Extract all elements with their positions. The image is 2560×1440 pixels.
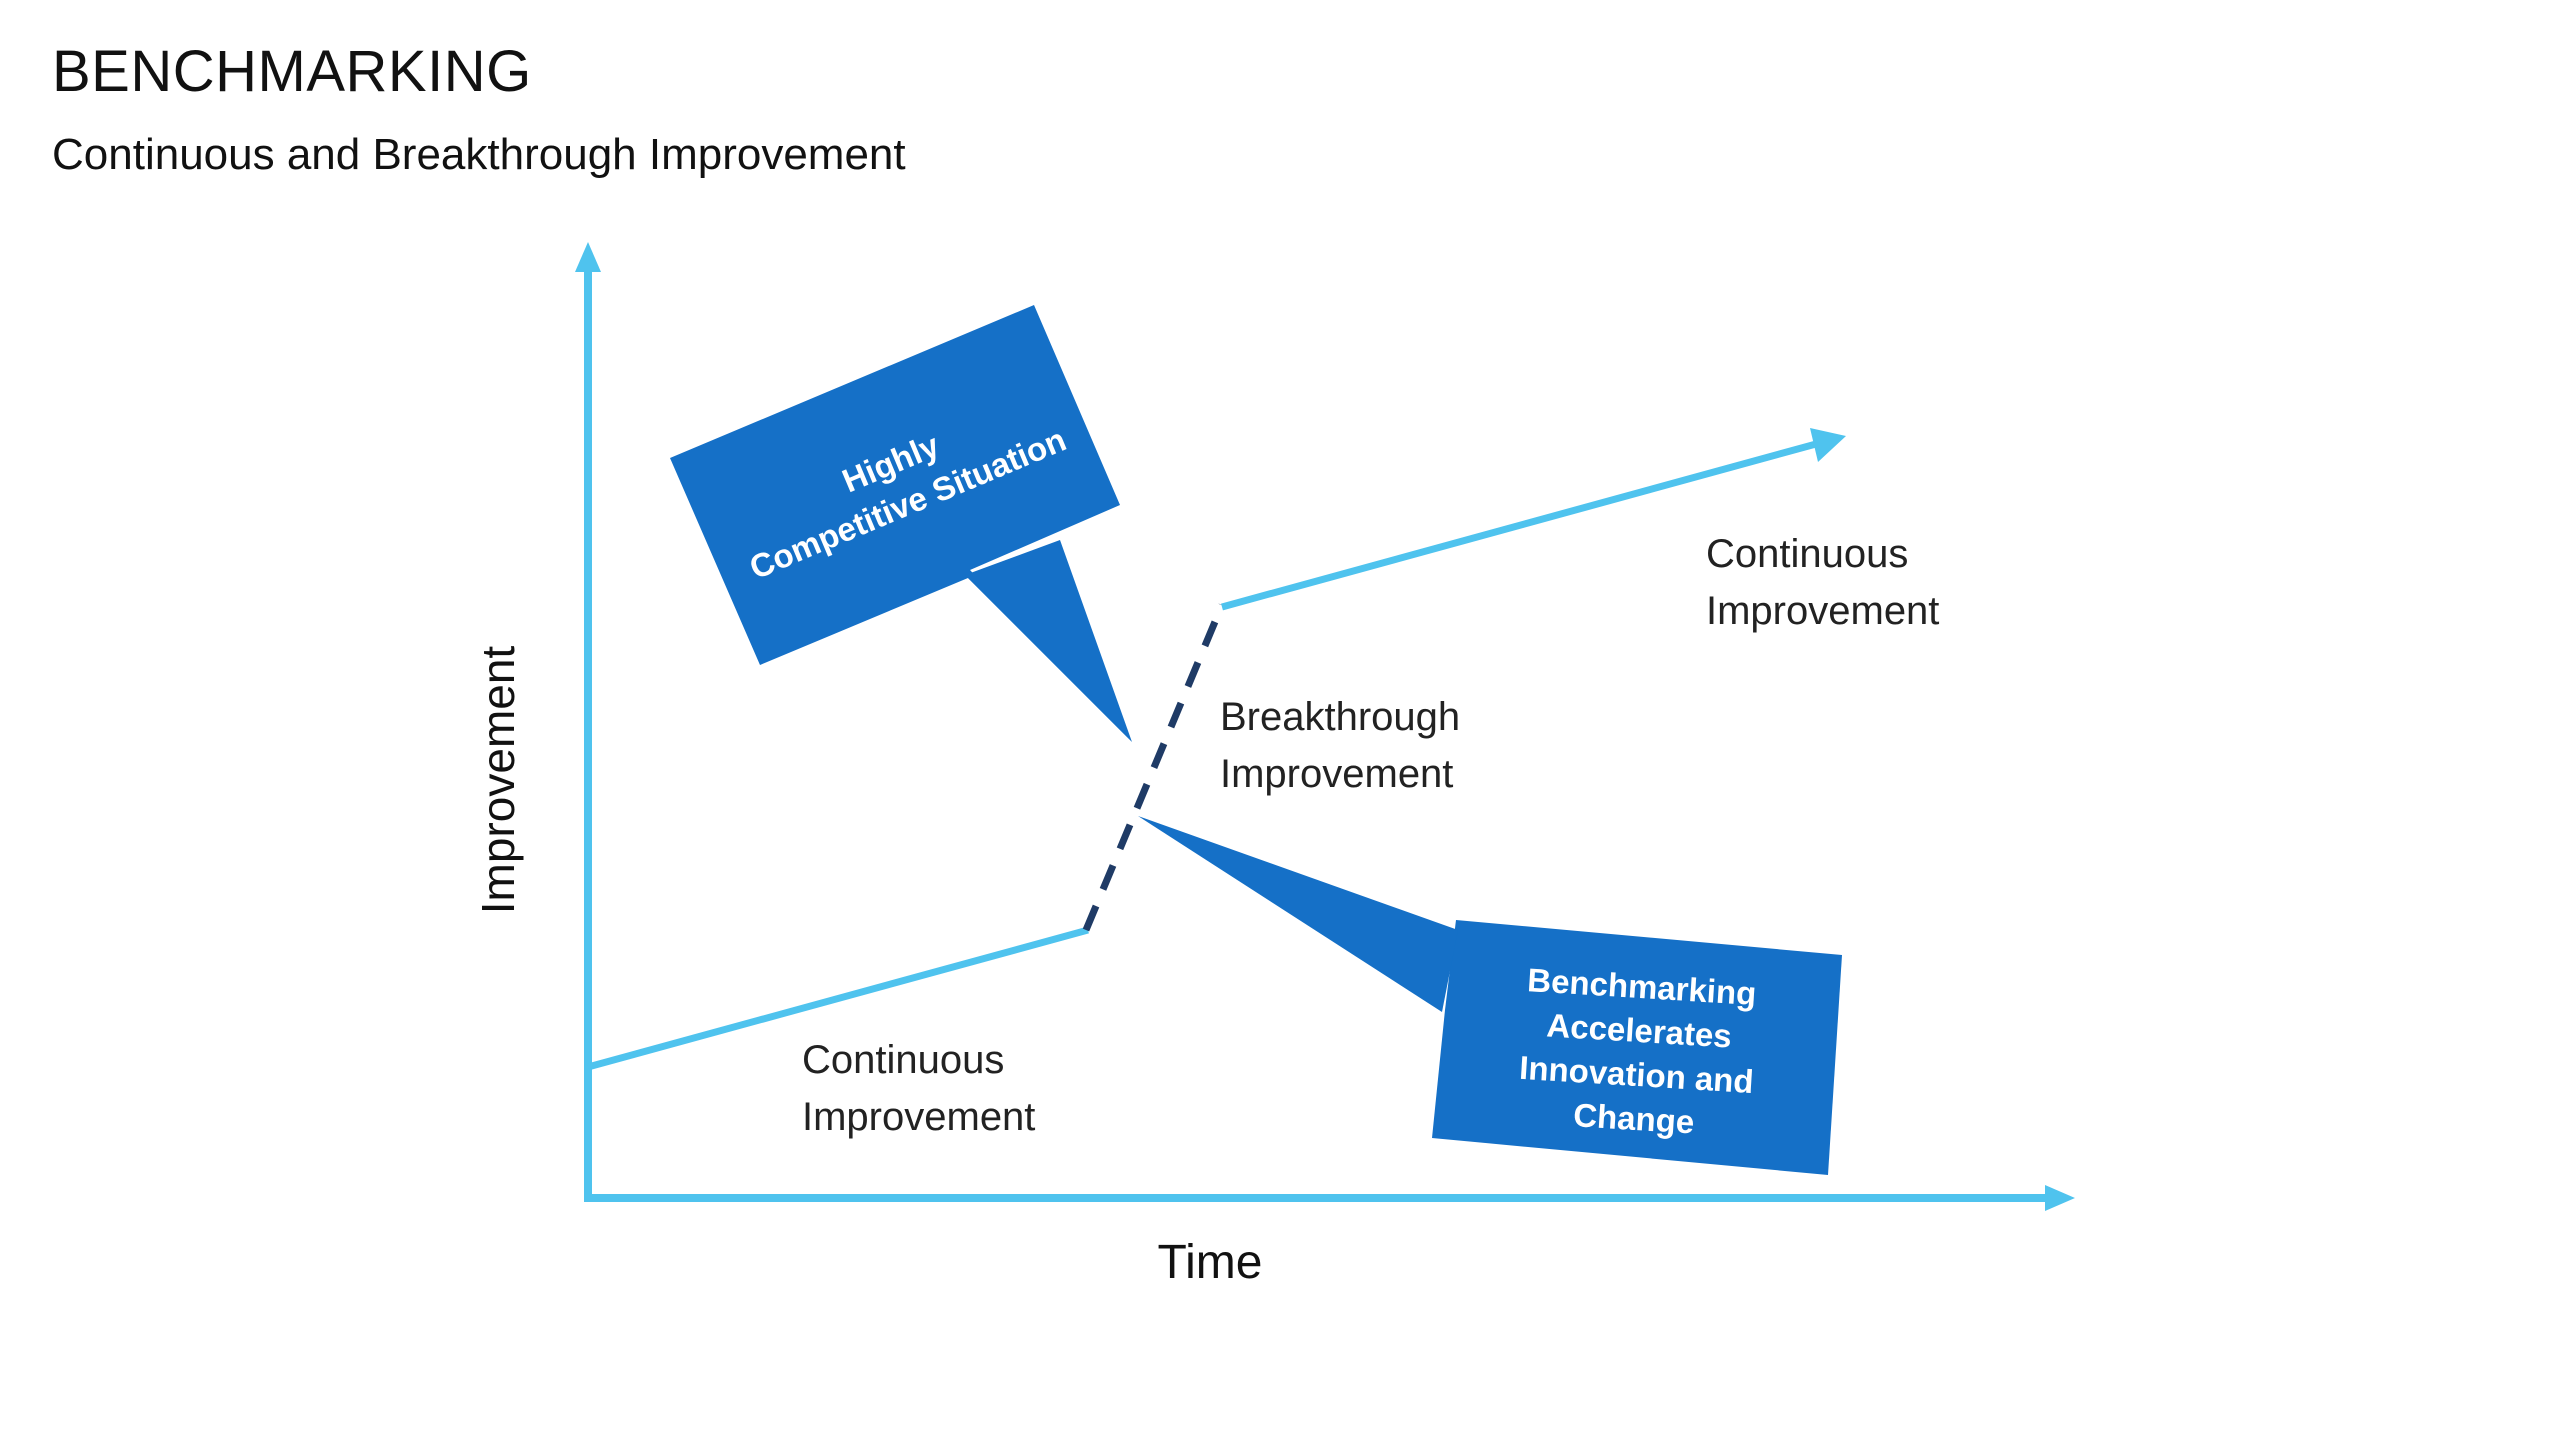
continuous-segment-lower (587, 926, 1089, 1071)
y-axis-arrowhead-icon (575, 242, 601, 272)
callout-benchmarking: Benchmarking Accelerates Innovation and … (1138, 816, 1842, 1175)
callout-competitive: Highly Competitive Situation (670, 305, 1132, 742)
continuous-segment-upper (1221, 440, 1817, 611)
label-breakthrough-line-1: Breakthrough (1220, 695, 1460, 739)
y-axis-label: Improvement (472, 646, 524, 915)
page-title: BENCHMARKING (52, 39, 532, 104)
callout-benchmarking-line-4: Change (1572, 1096, 1695, 1140)
label-continuous-upper-line-2: Improvement (1706, 589, 1939, 633)
page-subtitle: Continuous and Breakthrough Improvement (52, 130, 906, 179)
label-continuous-lower-line-2: Improvement (802, 1095, 1035, 1139)
trend-arrowhead-icon (1810, 428, 1846, 462)
label-continuous-lower-line-1: Continuous (802, 1038, 1004, 1082)
label-continuous-upper-line-1: Continuous (1706, 532, 1908, 576)
breakthrough-segment (1082, 603, 1226, 932)
label-breakthrough-line-2: Improvement (1220, 752, 1453, 796)
x-axis-label: Time (1158, 1236, 1263, 1289)
x-axis-arrowhead-icon (2045, 1185, 2075, 1211)
